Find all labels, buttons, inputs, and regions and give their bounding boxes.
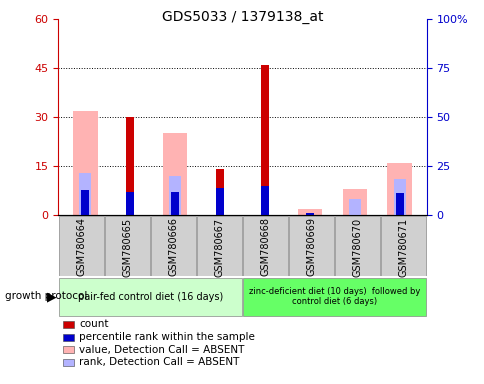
Bar [215, 188, 224, 215]
Text: rank, Detection Call = ABSENT: rank, Detection Call = ABSENT [79, 358, 239, 367]
Text: GSM780670: GSM780670 [352, 217, 362, 276]
Bar [168, 176, 181, 215]
Text: GSM780664: GSM780664 [76, 217, 86, 276]
Text: GDS5033 / 1379138_at: GDS5033 / 1379138_at [162, 10, 322, 23]
Text: GSM780668: GSM780668 [260, 217, 270, 276]
Bar [215, 169, 224, 215]
Bar [260, 186, 269, 215]
Bar [288, 216, 333, 276]
Text: count: count [79, 319, 108, 329]
Text: pair-fed control diet (16 days): pair-fed control diet (16 days) [77, 291, 223, 302]
Bar [59, 278, 241, 316]
Text: growth protocol: growth protocol [5, 291, 87, 301]
Text: ▶: ▶ [47, 290, 57, 303]
Bar [197, 216, 242, 276]
Bar [305, 213, 313, 215]
Text: GSM780667: GSM780667 [214, 217, 224, 276]
Bar [242, 216, 287, 276]
Text: GSM780671: GSM780671 [398, 217, 408, 276]
Bar [393, 179, 405, 215]
Text: GSM780669: GSM780669 [306, 217, 316, 276]
Bar [348, 199, 361, 215]
Bar [79, 173, 91, 215]
Bar [126, 192, 134, 215]
Bar [380, 216, 425, 276]
Text: value, Detection Call = ABSENT: value, Detection Call = ABSENT [79, 345, 244, 355]
Bar [297, 209, 322, 215]
Bar [105, 216, 150, 276]
Text: GSM780666: GSM780666 [168, 217, 178, 276]
Bar [342, 189, 366, 215]
Text: zinc-deficient diet (10 days)  followed by
control diet (6 days): zinc-deficient diet (10 days) followed b… [248, 287, 420, 306]
Bar [395, 194, 403, 215]
Bar [151, 216, 196, 276]
Bar [59, 216, 104, 276]
Bar [162, 134, 187, 215]
Text: GSM780665: GSM780665 [122, 217, 132, 276]
Bar [334, 216, 379, 276]
Bar [387, 163, 411, 215]
Text: percentile rank within the sample: percentile rank within the sample [79, 332, 255, 342]
Bar [126, 117, 134, 215]
Bar [73, 111, 97, 215]
Bar [171, 192, 179, 215]
Bar [243, 278, 425, 316]
Bar [260, 65, 269, 215]
Bar [81, 190, 89, 215]
